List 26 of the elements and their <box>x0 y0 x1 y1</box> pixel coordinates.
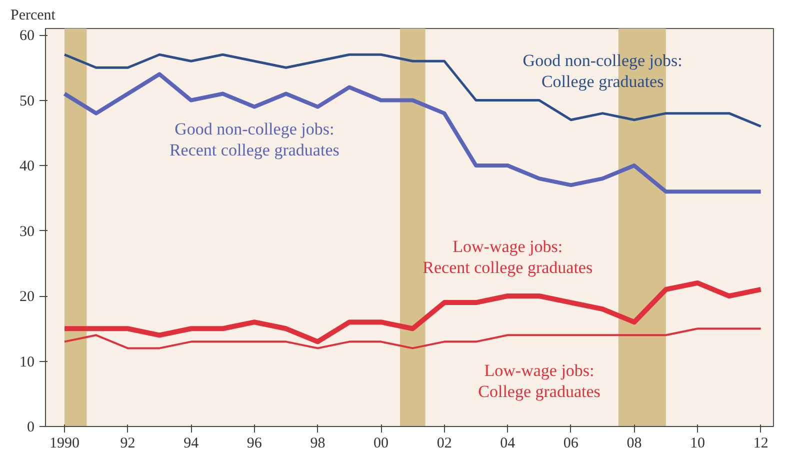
series-label: Good non-college jobs: College graduates <box>522 50 682 91</box>
y-tick-label: 20 <box>20 289 34 306</box>
series-label: Low-wage jobs: Recent college graduates <box>422 236 593 277</box>
x-tick-label: 06 <box>563 436 579 452</box>
line-series <box>63 328 762 350</box>
x-tick-label: 98 <box>310 436 326 452</box>
y-axis-title: Percent <box>10 8 56 24</box>
y-tick-label: 0 <box>27 420 34 436</box>
x-tick-label: 1990 <box>49 436 80 452</box>
y-tick-label: 50 <box>20 93 34 110</box>
series-label: Low-wage jobs: College graduates <box>478 360 600 401</box>
x-tick-label: 10 <box>690 436 706 452</box>
y-tick-label: 10 <box>20 354 34 370</box>
x-tick-label: 12 <box>753 436 768 452</box>
line-series <box>62 72 763 194</box>
x-tick-label: 00 <box>374 436 389 452</box>
y-tick-label: 40 <box>20 158 34 175</box>
x-tick-label: 04 <box>500 436 516 452</box>
x-tick-label: 02 <box>436 436 452 452</box>
x-tick-label: 94 <box>184 436 200 452</box>
y-tick-label: 60 <box>20 28 34 44</box>
y-tick-label: 30 <box>20 224 34 240</box>
x-tick-label: 96 <box>246 436 262 452</box>
x-tick-label: 08 <box>626 436 642 452</box>
series-label: Good non-college jobs: Recent college graduates <box>169 119 340 160</box>
x-tick-label: 92 <box>120 436 136 452</box>
